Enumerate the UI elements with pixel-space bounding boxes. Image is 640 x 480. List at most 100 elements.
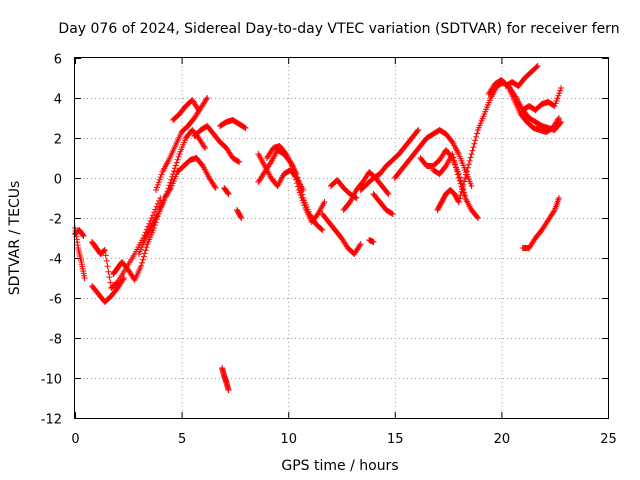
data-point: [415, 127, 422, 133]
series-arc-c: [89, 195, 164, 291]
data-point: [554, 95, 561, 102]
data-point: [101, 247, 108, 254]
data-point: [203, 96, 210, 103]
series-arc-i: [191, 123, 243, 165]
y-tick-label: -10: [41, 373, 62, 388]
data-point: [289, 163, 296, 169]
series-arc-d: [89, 275, 128, 305]
data-point: [148, 215, 155, 221]
y-tick-label: 4: [54, 93, 62, 108]
series-arc-y: [430, 151, 481, 221]
data-point: [414, 128, 421, 135]
data-point: [301, 202, 308, 209]
data-point: [101, 247, 108, 253]
data-point: [453, 164, 460, 171]
data-point: [235, 158, 242, 165]
data-point: [204, 95, 211, 101]
series-arc-p: [263, 143, 328, 225]
data-point: [171, 165, 178, 172]
y-tick-label: -12: [41, 413, 62, 428]
data-point: [80, 233, 87, 239]
data-point: [242, 125, 249, 131]
data-point: [465, 161, 472, 168]
x-axis-title: GPS time / hours: [281, 458, 398, 474]
data-point: [558, 85, 565, 91]
series-arc-ab: [485, 77, 562, 135]
data-point: [556, 90, 563, 97]
series-arc-t: [357, 127, 422, 193]
data-point: [155, 179, 162, 186]
data-point: [474, 213, 481, 220]
data-point: [201, 143, 208, 150]
data-point: [469, 147, 476, 154]
series-arc-h: [170, 97, 202, 123]
data-point: [456, 177, 463, 184]
data-point: [151, 209, 158, 216]
data-point: [385, 191, 392, 197]
x-tick-label: 20: [494, 432, 511, 447]
series-arc-m: [219, 365, 232, 393]
series-arc-w: [391, 127, 475, 189]
data-point: [102, 252, 109, 259]
data-point: [100, 248, 107, 255]
data-point: [224, 190, 231, 197]
data-point: [298, 194, 305, 201]
data-point: [456, 195, 463, 202]
data-point: [455, 199, 462, 205]
data-point: [139, 256, 146, 263]
data-point: [120, 276, 127, 283]
data-point: [459, 185, 466, 192]
data-point: [293, 176, 300, 183]
data-point: [370, 239, 377, 245]
data-point: [468, 183, 475, 189]
data-point: [557, 87, 564, 94]
data-point: [267, 160, 274, 167]
data-point: [297, 192, 304, 199]
series-arc-f: [135, 155, 219, 257]
series-arc-ad: [519, 85, 565, 113]
data-point: [463, 171, 470, 178]
data-point: [157, 174, 164, 181]
series-arc-ac: [502, 63, 541, 89]
data-point: [449, 151, 456, 157]
data-point: [451, 157, 458, 164]
data-point: [357, 241, 364, 247]
data-point: [473, 133, 480, 140]
data-point: [557, 120, 564, 127]
data-point: [464, 164, 471, 171]
data-point: [174, 156, 181, 163]
plot-frame: [74, 57, 609, 419]
data-point: [153, 184, 160, 191]
data-point: [472, 137, 479, 144]
data-point: [353, 195, 360, 201]
data-point: [463, 168, 470, 175]
data-point: [460, 181, 467, 188]
data-point: [139, 259, 146, 266]
data-point: [167, 186, 174, 193]
data-point: [142, 247, 149, 254]
data-point: [389, 211, 396, 217]
y-tick-label: 6: [54, 53, 62, 68]
x-tick-label: 0: [71, 432, 79, 447]
data-point: [294, 183, 301, 190]
data-point: [299, 197, 306, 204]
data-point: [318, 226, 325, 233]
series-arc-u: [370, 191, 396, 217]
data-point: [291, 169, 298, 176]
data-point: [457, 180, 464, 187]
data-point: [533, 63, 540, 70]
data-point: [175, 153, 182, 160]
y-tick-label: -6: [49, 293, 62, 308]
data-point: [156, 176, 163, 183]
axis-ticks: [75, 58, 609, 419]
data-point: [140, 253, 147, 260]
data-point: [225, 191, 232, 197]
data-point: [241, 124, 248, 131]
data-point: [238, 215, 245, 221]
data-point: [294, 180, 301, 187]
data-point: [107, 279, 114, 286]
series-arc-b: [72, 227, 87, 239]
data-point: [106, 274, 113, 281]
data-point: [292, 173, 299, 180]
